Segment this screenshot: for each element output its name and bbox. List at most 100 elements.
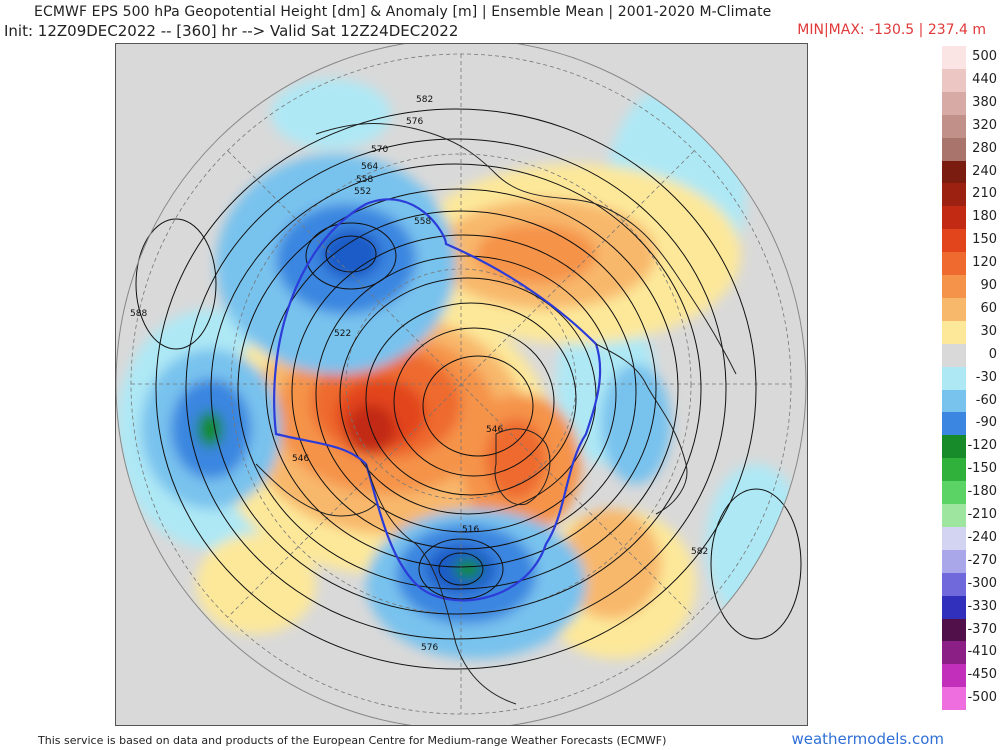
contour-7: [315, 255, 617, 533]
blue-546-contour: [273, 198, 602, 602]
contour-low-namerica-2: [418, 538, 504, 600]
legend-entry: -210: [940, 504, 1000, 527]
anomaly-extreme-pacific: [197, 411, 223, 447]
legend-swatch: [942, 595, 966, 619]
legend-entry: 90: [940, 275, 1000, 298]
legend-entry: -120: [940, 435, 1000, 459]
anomaly-pos-gulf: [196, 534, 316, 634]
legend-label: -500: [967, 690, 997, 706]
legend-entry: -180: [940, 481, 1000, 505]
ecmwf-attribution: This service is based on data and produc…: [38, 734, 667, 747]
legend-entry: 150: [940, 229, 1000, 253]
legend-swatch: [942, 206, 966, 230]
coast-alaska: [255, 463, 377, 517]
anomaly-map: 582 576 570 564 558 552 588 522 546 546 …: [115, 43, 808, 726]
legend-swatch: [942, 572, 966, 596]
legend-label: 120: [972, 255, 997, 271]
legend-entry: -500: [940, 687, 1000, 711]
contour-label: 570: [371, 145, 388, 155]
legend-swatch: [942, 68, 966, 92]
min-max-readout: MIN|MAX: -130.5 | 237.4 m: [797, 22, 986, 38]
legend-label: -180: [967, 484, 997, 500]
contour-5: [265, 210, 657, 568]
legend-swatch: [942, 343, 966, 367]
coast-asia: [315, 123, 737, 375]
legend-entry: 60: [940, 297, 1000, 321]
init-valid-line: Init: 12Z09DEC2022 -- [360] hr --> Valid…: [4, 22, 459, 40]
legend-entry: -330: [940, 595, 1000, 619]
legend-label: 440: [972, 71, 997, 87]
legend-swatch: [942, 412, 966, 436]
legend-entry: -410: [940, 641, 1000, 665]
legend-label: -90: [975, 415, 997, 431]
legend-swatch: [942, 687, 966, 711]
legend-swatch: [942, 458, 966, 482]
coast-europe: [595, 343, 688, 515]
color-scale-legend: 500 440 380 320 280 240 210 180 150 120 90 60 30 0 -30…: [940, 46, 1000, 711]
legend-label: 90: [980, 278, 997, 293]
legend-label: -450: [967, 667, 997, 683]
legend-label: -210: [967, 507, 997, 522]
legend-label: 280: [972, 140, 997, 156]
legend-label: -370: [967, 621, 997, 637]
legend-entry: 240: [940, 160, 1000, 184]
legend-swatch: [942, 664, 966, 688]
contour-label: 564: [361, 162, 378, 172]
legend-swatch: [942, 320, 966, 344]
legend-swatch: [942, 160, 966, 184]
map-title: ECMWF EPS 500 hPa Geopotential Height [d…: [34, 4, 772, 20]
legend-swatch: [942, 549, 966, 573]
contour-low-namerica: [438, 552, 484, 586]
legend-label: 240: [972, 163, 997, 179]
legend-entry: 180: [940, 206, 1000, 230]
contour-10: [393, 327, 555, 477]
site-link[interactable]: weathermodels.com: [791, 730, 944, 748]
contour-labels-layer: 582 576 570 564 558 552 588 522 546 546 …: [130, 95, 708, 653]
contour-label: 546: [486, 425, 503, 435]
legend-label: -30: [975, 369, 997, 385]
contour-label: 588: [130, 309, 147, 319]
contour-3: [210, 163, 702, 615]
legend-entry: -60: [940, 389, 1000, 413]
legend-label: -300: [967, 575, 997, 591]
anomaly-extreme-namerica: [454, 559, 482, 579]
legend-label: -240: [967, 529, 997, 545]
legend-entry: 500: [940, 46, 1000, 69]
contour-label: 522: [334, 329, 351, 339]
contour-low-siberia: [325, 235, 377, 273]
legend-entry: 280: [940, 137, 1000, 161]
contour-low-siberia-2: [305, 222, 397, 290]
anomaly-neg-europe: [601, 364, 671, 484]
latitude-circle-30: [345, 268, 577, 500]
legend-swatch: [942, 389, 966, 413]
coast-greenland: [494, 428, 551, 506]
contour-11: [422, 355, 534, 457]
legend-entry: 320: [940, 114, 1000, 138]
legend-label: 150: [972, 232, 997, 248]
legend-entry: -370: [940, 618, 1000, 642]
legend-label: -150: [967, 461, 997, 477]
legend-swatch: [942, 252, 966, 276]
contour-label: 546: [292, 454, 309, 464]
legend-label: 210: [972, 186, 997, 202]
legend-entry: -450: [940, 664, 1000, 688]
legend-label: 180: [972, 209, 997, 225]
legend-swatch: [942, 275, 966, 298]
contour-2: [185, 138, 727, 640]
anomaly-neg-top: [271, 79, 391, 149]
contour-label: 558: [414, 217, 431, 227]
legend-swatch: [942, 91, 966, 115]
legend-swatch: [942, 229, 966, 253]
legend-swatch: [942, 114, 966, 138]
contour-label: 582: [416, 95, 433, 105]
legend-label: 380: [972, 94, 997, 110]
contour-pacific-ring: [135, 218, 217, 350]
legend-label: 320: [972, 117, 997, 133]
legend-swatch: [942, 297, 966, 321]
legend-swatch: [942, 137, 966, 161]
legend-swatch: [942, 504, 966, 527]
legend-swatch: [942, 183, 966, 207]
contour-label: 582: [691, 547, 708, 557]
legend-entry: 30: [940, 320, 1000, 344]
contour-1: [155, 108, 757, 670]
